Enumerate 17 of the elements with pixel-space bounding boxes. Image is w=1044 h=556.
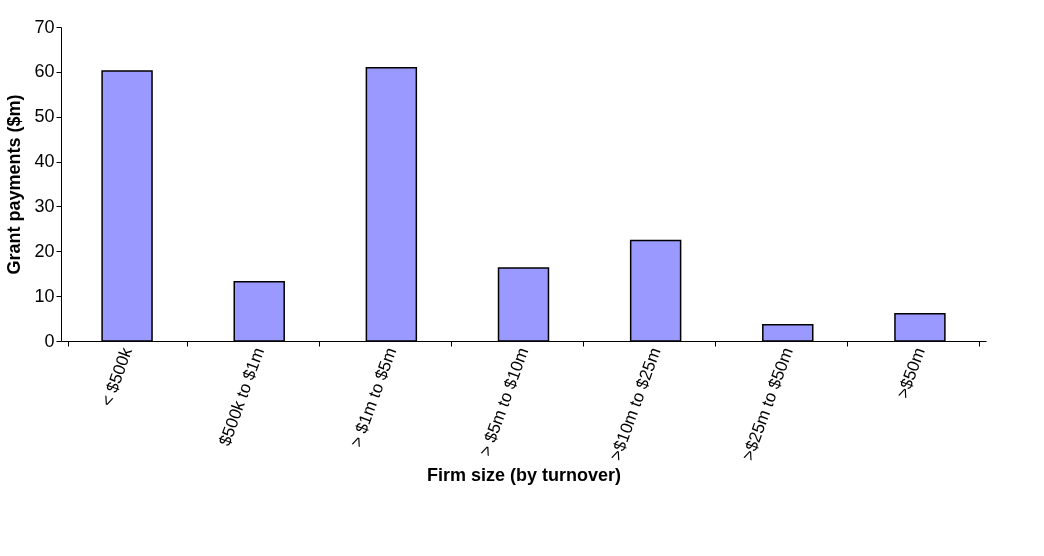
y-tick-label: 20 [34,240,55,261]
y-tick-label: 70 [34,16,55,37]
x-tick-label: >$10m to $25m [606,345,665,464]
x-axis-title: Firm size (by turnover) [426,464,622,485]
x-tick-label: > $5m to $10m [475,345,533,459]
y-axis-title: Grant payments ($m) [4,94,25,275]
x-tick-label: > $1m to $5m [346,345,401,450]
x-tick-label: >$25m to $50m [738,345,797,464]
y-tick-label: 60 [34,61,55,82]
y-tick-label: 0 [44,330,55,351]
y-tick-label: 30 [34,195,55,216]
x-tick-label: >$50m [893,345,929,401]
x-tick-label: $500k to $1m [215,345,269,449]
x-tick-label: < $500k [97,344,137,409]
y-tick-label: 10 [34,285,55,306]
y-tick-label: 50 [34,106,55,127]
y-tick-label: 40 [34,151,55,172]
